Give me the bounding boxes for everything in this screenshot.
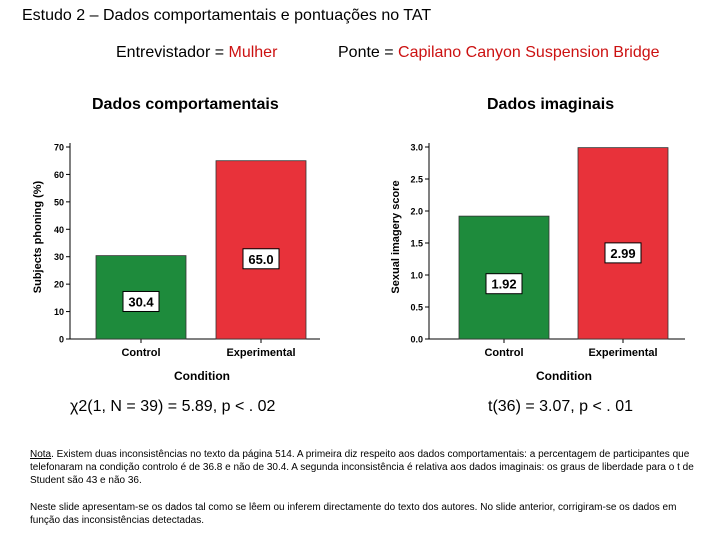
x-tick-label: Experimental xyxy=(226,347,295,359)
x-tick-label: Control xyxy=(121,347,160,359)
note-paragraph: Nota. Existem duas inconsistências no te… xyxy=(30,448,698,487)
interviewer-line: Entrevistador = Mulher xyxy=(116,44,277,62)
second-note: Neste slide apresentam-se os dados tal c… xyxy=(30,502,677,526)
y-tick-label: 50 xyxy=(54,197,64,207)
imagery-stat: t(36) = 3.07, p < . 01 xyxy=(488,398,633,415)
y-tick-label: 2.0 xyxy=(410,207,423,217)
y-axis-label: Sexual imagery score xyxy=(390,180,402,293)
y-axis-label: Subjects phoning (%) xyxy=(32,180,44,293)
slide-title: Estudo 2 – Dados comportamentais e pontu… xyxy=(22,7,432,24)
interviewer-label: Entrevistador = xyxy=(116,44,229,61)
y-axis: 0 10 20 30 40 50 60 70 xyxy=(54,143,71,345)
y-tick-label: 70 xyxy=(54,143,64,153)
x-axis-label: Condition xyxy=(174,369,230,383)
x-tick-label: Control xyxy=(484,347,523,359)
y-tick-label: 10 xyxy=(54,307,64,317)
bars: 1.92 2.99 xyxy=(458,147,669,340)
x-axis: Control Experimental xyxy=(429,338,685,359)
data-label-box xyxy=(242,248,280,270)
y-tick-label: 1.0 xyxy=(410,271,423,281)
x-axis: Control Experimental xyxy=(70,338,320,359)
bridge-label: Ponte = xyxy=(338,44,399,61)
y-tick-label: 0.0 xyxy=(410,335,423,345)
bars: 30.4 65.0 xyxy=(95,160,307,340)
behavioral-panel-title: Dados comportamentais xyxy=(92,96,279,113)
y-tick-label: 3.0 xyxy=(410,143,423,153)
y-tick-label: 0 xyxy=(59,335,64,345)
x-axis-label: Condition xyxy=(536,369,592,383)
bridge-value: Capilano Canyon Suspension Bridge xyxy=(398,44,660,61)
behavioral-chart: Subjects phoning (%) 0 10 20 30 40 50 60 70 Con… xyxy=(32,143,320,383)
y-tick-label: 60 xyxy=(54,170,64,180)
data-label: 65.0 xyxy=(248,252,273,267)
interviewer-value: Mulher xyxy=(228,44,278,61)
bridge-line: Ponte = Capilano Canyon Suspension Bridg… xyxy=(338,44,660,62)
data-label: 30.4 xyxy=(128,294,154,309)
imagery-chart: Sexual imagery score 0.0 0.5 1.0 1.5 2.0 2.5 3… xyxy=(390,143,685,383)
behavioral-stat: χ2(1, N = 39) = 5.89, p < . 02 xyxy=(70,398,276,415)
y-tick-label: 1.5 xyxy=(410,239,423,249)
note-text: . Existem duas inconsistências no texto … xyxy=(30,449,694,486)
y-tick-label: 20 xyxy=(54,280,64,290)
y-tick-label: 2.5 xyxy=(410,175,423,185)
data-label: 1.92 xyxy=(491,277,516,292)
y-axis: 0.0 0.5 1.0 1.5 2.0 2.5 3.0 xyxy=(410,143,430,345)
imagery-panel-title: Dados imaginais xyxy=(487,96,615,113)
data-label-box xyxy=(485,273,523,295)
data-label-box xyxy=(122,290,160,312)
y-tick-label: 30 xyxy=(54,252,64,262)
y-tick-label: 0.5 xyxy=(410,303,423,313)
data-label-box xyxy=(604,242,642,264)
x-tick-label: Experimental xyxy=(588,347,657,359)
data-label: 2.99 xyxy=(610,246,635,261)
note-label: Nota xyxy=(30,449,52,460)
y-tick-label: 40 xyxy=(54,225,64,235)
